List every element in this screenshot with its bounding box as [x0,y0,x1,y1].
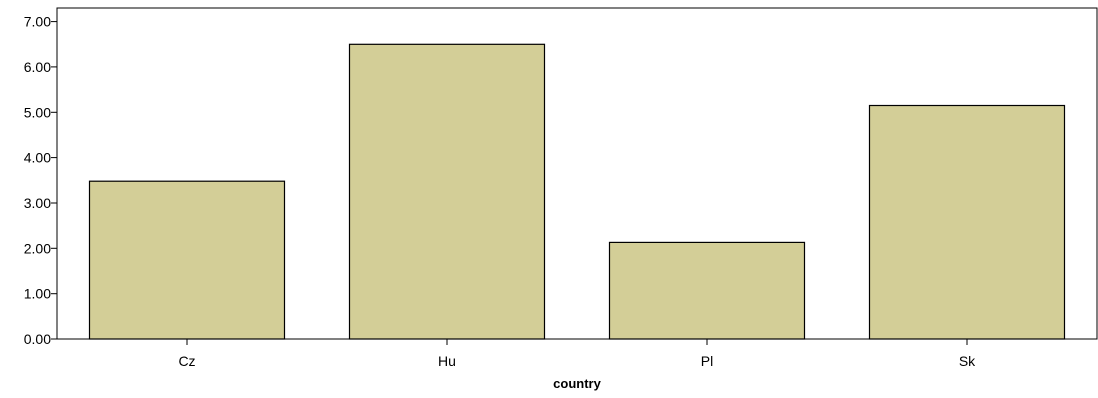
x-tick-label: Cz [178,353,195,369]
bar-pl [608,241,806,340]
y-tick-label: 0.00 [24,331,51,347]
y-tick-label: 4.00 [24,150,51,166]
x-axis: Cz Hu Pl Sk [178,339,976,369]
x-axis-title: country [553,376,601,391]
bars [88,43,1066,340]
y-tick-label: 3.00 [24,195,51,211]
y-tick-label: 6.00 [24,59,51,75]
bar-hu [348,43,546,340]
y-axis: 0.00 1.00 2.00 3.00 4.00 5.00 6.00 7.00 [24,14,57,347]
y-tick-label: 2.00 [24,240,51,256]
y-tick-label: 7.00 [24,14,51,30]
x-tick-label: Sk [959,353,976,369]
y-tick-label: 5.00 [24,104,51,120]
bar-sk [868,104,1066,340]
x-tick-label: Hu [438,353,456,369]
y-tick-label: 1.00 [24,286,51,302]
plot-frame [56,7,1098,340]
bar-cz [88,180,286,340]
x-tick-label: Pl [701,353,713,369]
